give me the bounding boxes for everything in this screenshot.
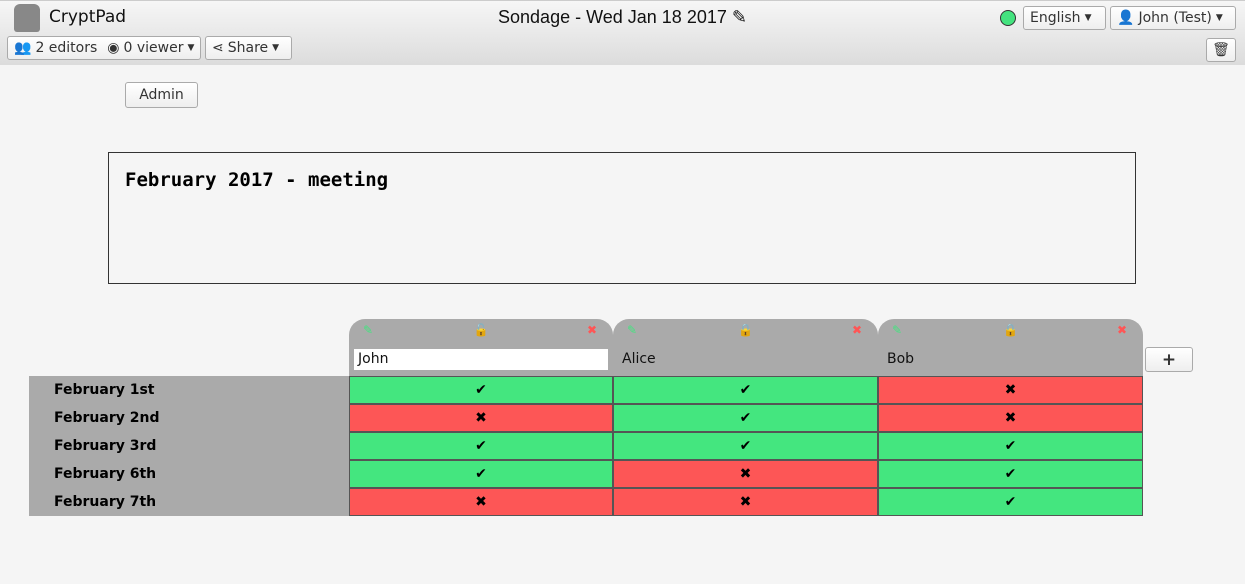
vote-cell[interactable]: ✔ <box>613 376 878 404</box>
edit-participant-icon[interactable]: ✎ <box>627 323 638 337</box>
vote-cell[interactable]: ✖ <box>349 404 613 432</box>
pencil-icon[interactable]: ✎ <box>731 7 747 27</box>
vote-cell[interactable]: ✔ <box>349 376 613 404</box>
participant-name[interactable]: John <box>354 349 608 370</box>
option-label: February 3rd <box>29 432 349 460</box>
pad-title-text: Sondage - Wed Jan 18 2017 <box>498 7 727 27</box>
participant-name: Bob <box>887 351 915 367</box>
connection-status-indicator <box>1000 10 1016 26</box>
participant-column-header: ✎ 🔓 ✖ John <box>349 319 613 376</box>
vote-cell[interactable]: ✔ <box>613 432 878 460</box>
editors-count: 2 editors <box>35 40 98 56</box>
admin-button[interactable]: Admin <box>125 82 198 108</box>
admin-label: Admin <box>139 87 184 103</box>
poll-title: February 2017 - meeting <box>125 169 389 191</box>
vote-cell[interactable]: ✔ <box>878 488 1143 516</box>
cryptpad-logo-icon <box>14 4 40 32</box>
eye-icon: ◉ <box>107 40 120 56</box>
vote-cell[interactable]: ✔ <box>878 432 1143 460</box>
app-name: CryptPad <box>49 7 127 27</box>
trash-button[interactable]: 🗑 <box>1206 38 1236 62</box>
viewers-count: 0 viewer <box>123 40 184 56</box>
edit-participant-icon[interactable]: ✎ <box>363 323 374 337</box>
participant-name: Alice <box>622 351 656 367</box>
toolbar: CryptPad Sondage - Wed Jan 18 2017 ✎ 👥 2 … <box>0 0 1245 65</box>
remove-participant-icon[interactable]: ✖ <box>851 323 862 337</box>
caret-down-icon: ▼ <box>1084 13 1092 23</box>
vote-cell[interactable]: ✖ <box>878 376 1143 404</box>
edit-participant-icon[interactable]: ✎ <box>892 323 903 337</box>
caret-down-icon: ▼ <box>187 43 195 53</box>
poll-title-editor[interactable]: February 2017 - meeting <box>108 152 1136 284</box>
user-menu-button[interactable]: 👤 John (Test) ▼ <box>1110 6 1236 30</box>
vote-cell[interactable]: ✖ <box>613 460 878 488</box>
vote-cell[interactable]: ✔ <box>878 460 1143 488</box>
vote-cell[interactable]: ✖ <box>878 404 1143 432</box>
users-icon: 👥 <box>14 40 32 56</box>
share-icon: ⋖ <box>212 40 224 56</box>
share-button[interactable]: ⋖ Share ▼ <box>205 36 292 60</box>
remove-participant-icon[interactable]: ✖ <box>586 323 597 337</box>
caret-down-icon: ▼ <box>1215 13 1223 23</box>
language-selector[interactable]: English ▼ <box>1023 6 1106 30</box>
lock-icon[interactable]: 🔒 <box>1003 323 1018 337</box>
pad-title[interactable]: Sondage - Wed Jan 18 2017 ✎ <box>0 7 1245 28</box>
userlist-button[interactable]: 👥 2 editors ◉ 0 viewer ▼ <box>7 36 201 60</box>
option-label: February 1st <box>29 376 349 404</box>
option-label: February 6th <box>29 460 349 488</box>
option-label: February 2nd <box>29 404 349 432</box>
unlock-icon[interactable]: 🔓 <box>473 323 489 337</box>
plus-icon: + <box>1161 349 1177 370</box>
trash-icon: 🗑 <box>1212 42 1230 58</box>
remove-participant-icon[interactable]: ✖ <box>1116 323 1127 337</box>
vote-cell[interactable]: ✖ <box>613 488 878 516</box>
user-label: John (Test) <box>1138 10 1212 26</box>
vote-cell[interactable]: ✖ <box>349 488 613 516</box>
vote-cell[interactable]: ✔ <box>349 432 613 460</box>
add-participant-button[interactable]: + <box>1145 347 1193 372</box>
participant-column-header: ✎ 🔒 ✖ Bob <box>878 319 1143 376</box>
user-icon: 👤 <box>1117 10 1135 26</box>
vote-cell[interactable]: ✔ <box>349 460 613 488</box>
share-label: Share <box>227 40 269 56</box>
vote-cell[interactable]: ✔ <box>613 404 878 432</box>
caret-down-icon: ▼ <box>272 43 280 53</box>
lock-icon[interactable]: 🔒 <box>738 323 753 337</box>
participant-column-header: ✎ 🔒 ✖ Alice <box>613 319 878 376</box>
language-label: English <box>1030 10 1081 26</box>
option-label: February 7th <box>29 488 349 516</box>
